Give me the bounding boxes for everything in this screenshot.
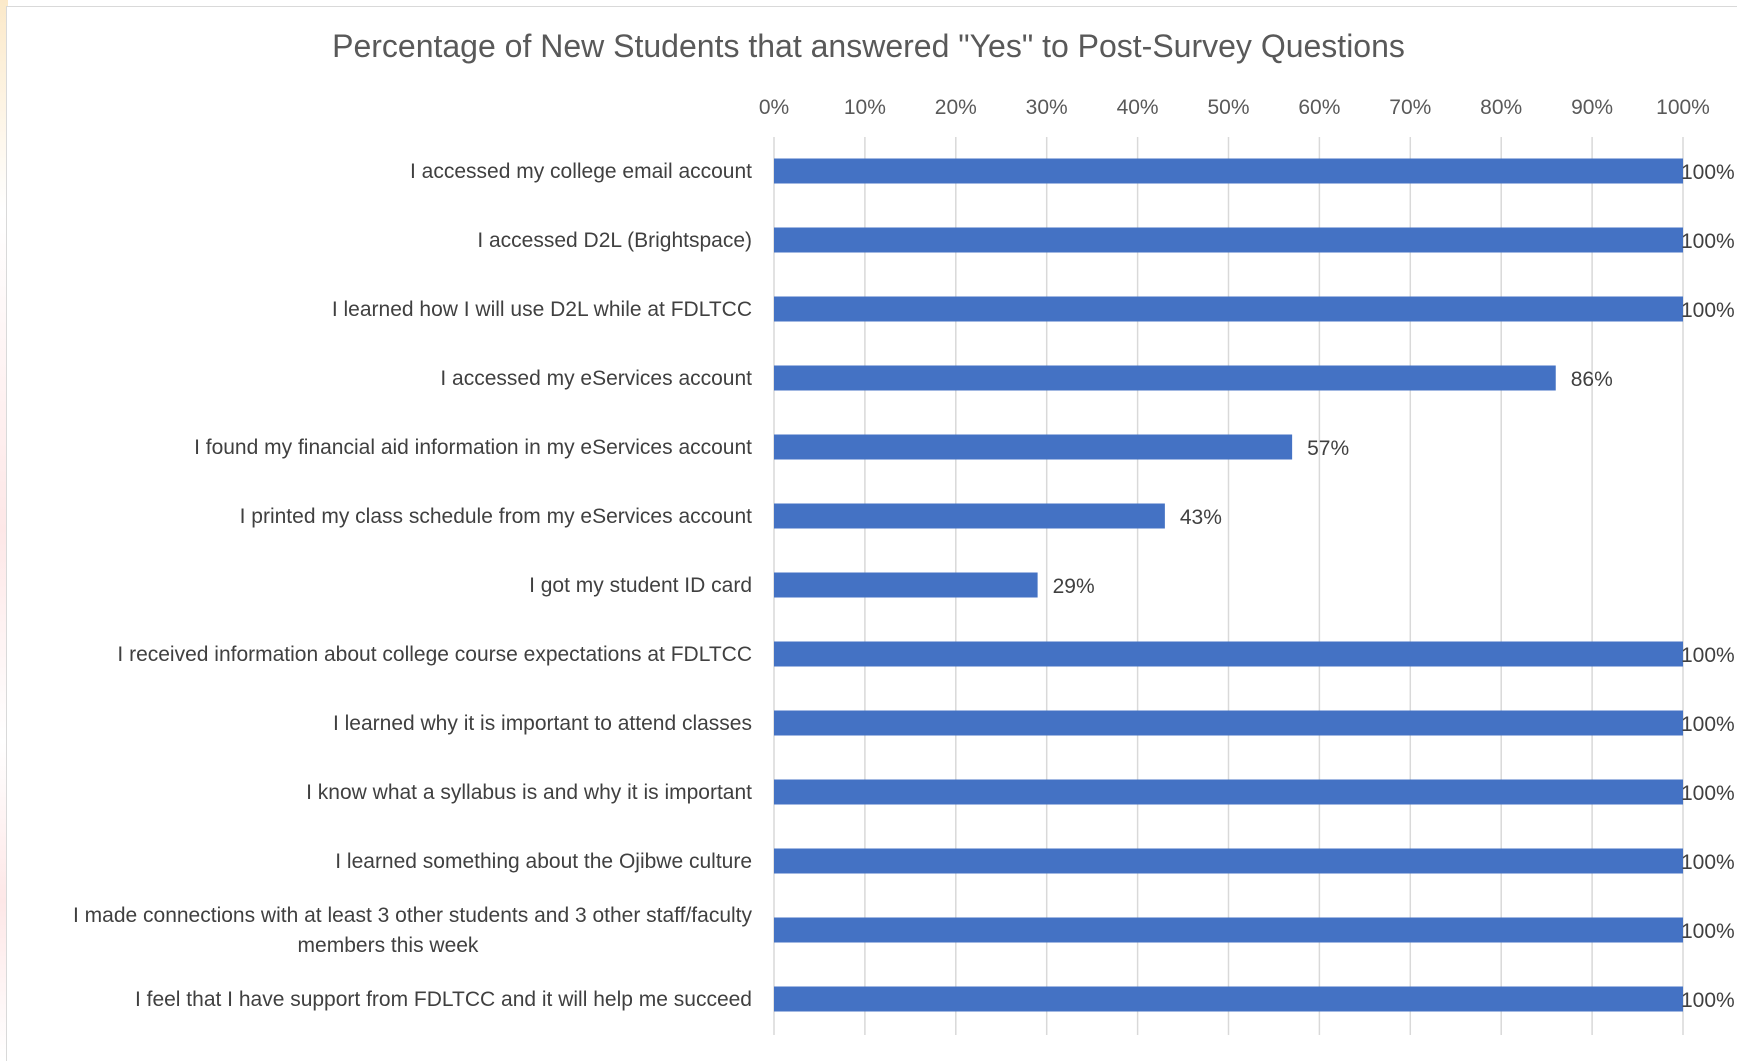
x-axis-ticks: 0% 10% 20% 30% 40% 50% 60% 70% 80% 90% 100%: [759, 96, 1710, 119]
slide-background-edge: [0, 0, 8, 1060]
bars: [774, 158, 1683, 1012]
x-tick-label: 70%: [1389, 96, 1431, 119]
x-tick-label: 40%: [1117, 96, 1159, 119]
category-label: I know what a syllabus is and why it is …: [306, 781, 752, 804]
category-label: I learned how I will use D2L while at FD…: [332, 298, 752, 321]
category-label: I feel that I have support from FDLTCC a…: [135, 988, 752, 1011]
bar: [774, 158, 1683, 184]
bar: [774, 848, 1683, 874]
data-label: 100%: [1681, 782, 1735, 805]
bar: [774, 641, 1683, 667]
bar: [774, 779, 1683, 805]
category-label: I received information about college cou…: [117, 643, 752, 666]
data-label: 100%: [1681, 299, 1735, 322]
bar: [774, 503, 1165, 529]
data-label: 86%: [1571, 368, 1613, 391]
category-label: I learned why it is important to attend …: [333, 712, 752, 735]
x-tick-label: 50%: [1207, 96, 1249, 119]
x-tick-label: 80%: [1480, 96, 1522, 119]
data-label: 100%: [1681, 920, 1735, 943]
x-tick-label: 100%: [1656, 96, 1710, 119]
data-label: 29%: [1053, 575, 1095, 598]
x-tick-label: 30%: [1026, 96, 1068, 119]
bar: [774, 572, 1038, 598]
category-labels: I accessed my college email account I acc…: [73, 160, 753, 1011]
data-label: 43%: [1180, 506, 1222, 529]
x-tick-label: 90%: [1571, 96, 1613, 119]
category-label: I learned something about the Ojibwe cul…: [335, 850, 752, 873]
chart-title: Percentage of New Students that answered…: [332, 28, 1405, 64]
category-label: I printed my class schedule from my eSer…: [240, 505, 753, 528]
category-label: I got my student ID card: [529, 574, 752, 597]
bar: [774, 917, 1683, 943]
bar: [774, 434, 1293, 460]
bar: [774, 296, 1683, 322]
data-label: 100%: [1681, 644, 1735, 667]
x-tick-label: 20%: [935, 96, 977, 119]
category-label: I accessed my eServices account: [440, 367, 752, 390]
data-label: 57%: [1307, 437, 1349, 460]
bar: [774, 710, 1683, 736]
data-label: 100%: [1681, 989, 1735, 1012]
data-label: 100%: [1681, 161, 1735, 184]
gridlines: [773, 137, 1684, 1035]
bar: [774, 365, 1556, 391]
data-label: 100%: [1681, 230, 1735, 253]
category-label: I accessed my college email account: [410, 160, 752, 183]
data-label: 100%: [1681, 851, 1735, 874]
x-tick-label: 60%: [1298, 96, 1340, 119]
x-tick-label: 0%: [759, 96, 789, 119]
data-label: 100%: [1681, 713, 1735, 736]
data-labels: 100% 100% 100% 86% 57% 43% 29% 100% 100% 100% 100%…: [1053, 161, 1735, 1012]
category-label: I found my financial aid information in …: [194, 436, 752, 459]
category-label: I made connections with at least 3 other…: [73, 904, 753, 957]
x-tick-label: 10%: [844, 96, 886, 119]
bar: [774, 227, 1683, 253]
category-label: I accessed D2L (Brightspace): [477, 229, 752, 252]
bar: [774, 986, 1683, 1012]
